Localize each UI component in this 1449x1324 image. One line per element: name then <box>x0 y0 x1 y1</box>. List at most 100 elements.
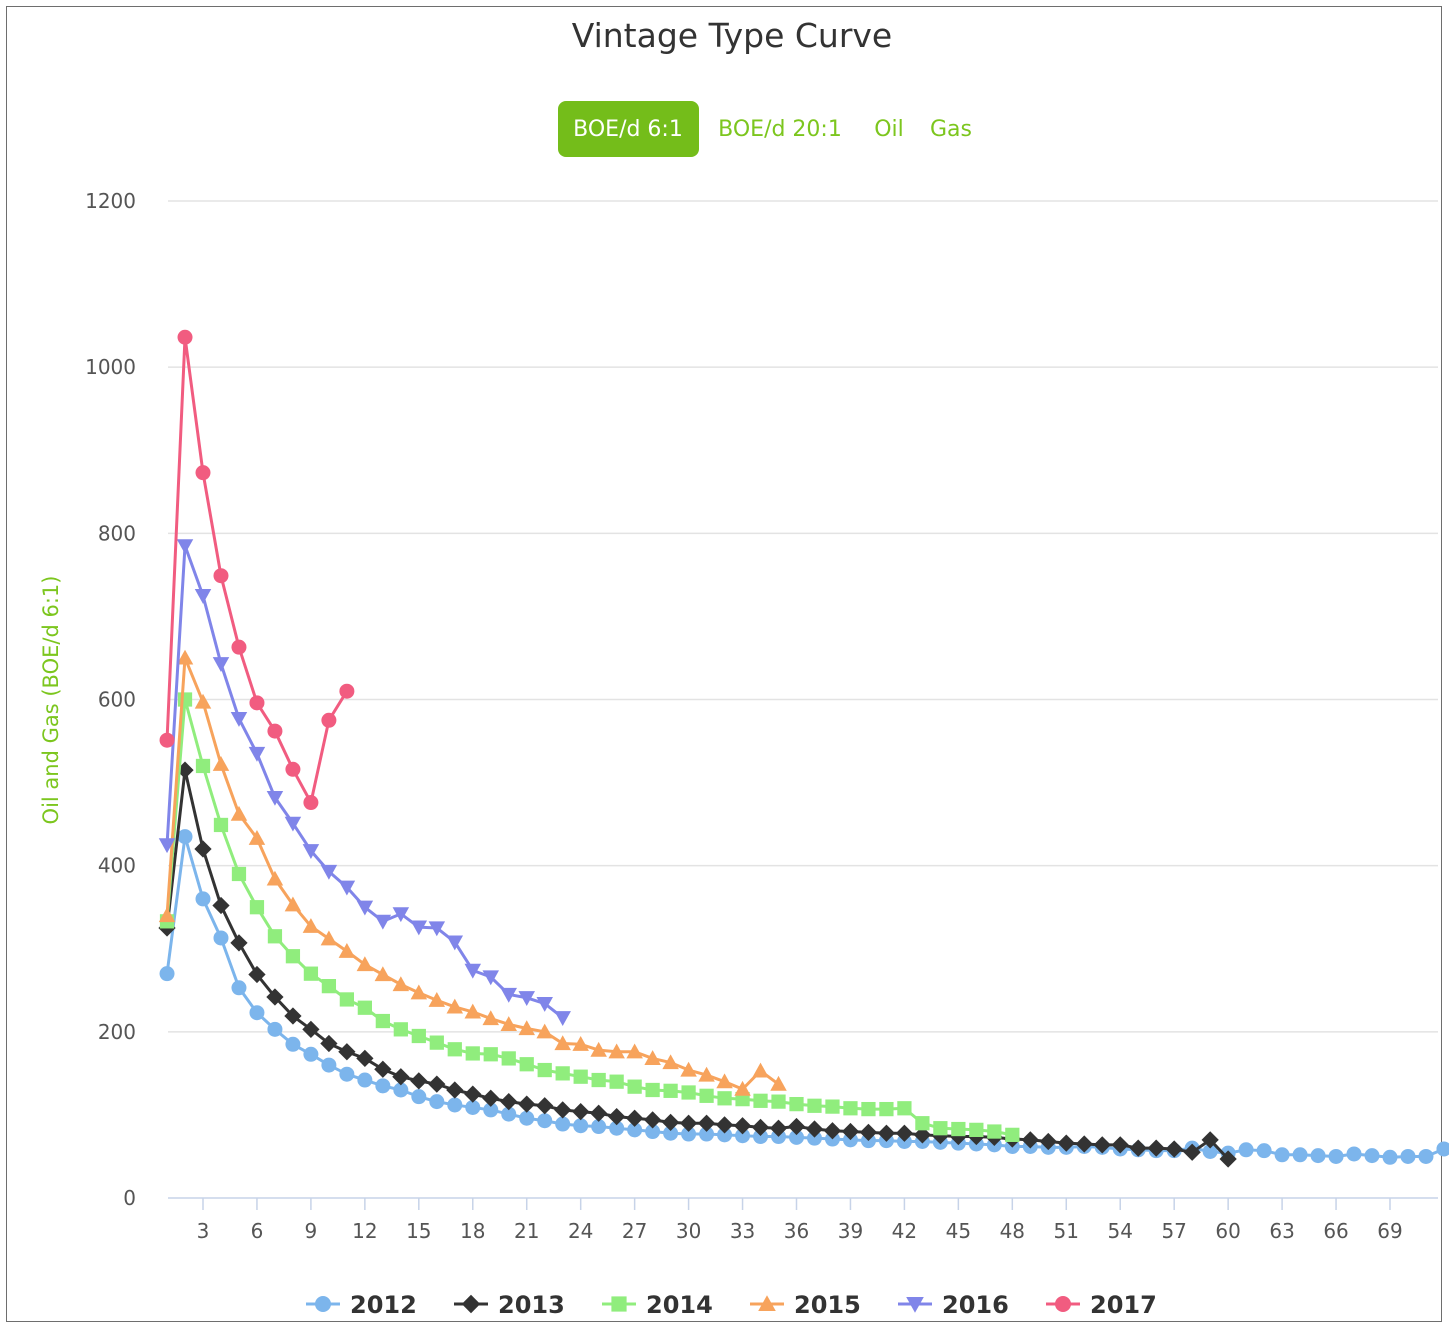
x-tick-label: 15 <box>406 1219 431 1243</box>
legend-item-2013[interactable]: 2013 <box>454 1291 565 1319</box>
data-point-2015 <box>446 998 464 1014</box>
series-2013 <box>158 761 1237 1168</box>
data-point-2013 <box>1075 1135 1093 1153</box>
legend-marker-2012 <box>315 1296 331 1312</box>
data-point-2013 <box>823 1122 842 1140</box>
x-tick-label: 57 <box>1161 1219 1186 1243</box>
data-point-2017 <box>321 712 337 728</box>
data-point-2012 <box>573 1118 589 1134</box>
data-point-2013 <box>248 965 266 984</box>
data-point-2014 <box>681 1085 696 1100</box>
data-point-2015 <box>662 1054 679 1070</box>
data-point-2014 <box>177 692 193 707</box>
data-point-2014 <box>591 1072 606 1088</box>
data-point-2015 <box>518 1020 535 1036</box>
data-point-2015 <box>230 805 248 821</box>
data-point-2012 <box>249 1005 265 1021</box>
series-line-2012 <box>165 835 1445 1159</box>
x-tick-label: 48 <box>1000 1219 1025 1243</box>
data-point-2012 <box>591 1119 607 1135</box>
data-point-2014 <box>699 1088 714 1103</box>
data-point-2012 <box>1310 1148 1326 1164</box>
data-point-2013 <box>302 1020 320 1038</box>
data-point-2013 <box>643 1111 662 1129</box>
data-point-2016 <box>410 920 428 936</box>
data-point-2012 <box>375 1078 391 1094</box>
data-point-2012 <box>681 1126 697 1142</box>
data-point-2014 <box>501 1051 516 1066</box>
data-point-2016 <box>392 907 410 923</box>
x-tick-label: 30 <box>676 1219 701 1243</box>
data-point-2014 <box>447 1042 462 1057</box>
data-point-2012 <box>393 1082 409 1098</box>
x-tick-label: 12 <box>352 1219 377 1243</box>
legend-label: 2014 <box>646 1291 713 1319</box>
x-tick-label: 9 <box>305 1219 318 1243</box>
tab-gas[interactable]: Gas <box>930 117 972 142</box>
data-point-2013 <box>320 1034 338 1053</box>
data-point-2012 <box>429 1094 445 1110</box>
data-point-2012 <box>1238 1142 1254 1158</box>
data-point-2015 <box>572 1036 589 1051</box>
data-point-2015 <box>716 1073 733 1089</box>
data-point-2013 <box>1039 1132 1057 1151</box>
data-point-2015 <box>644 1050 661 1066</box>
data-point-2012 <box>627 1122 643 1138</box>
data-point-2015 <box>374 966 392 982</box>
data-point-2012 <box>501 1106 517 1122</box>
legend-item-2017[interactable]: 2017 <box>1046 1291 1157 1319</box>
legend-label: 2016 <box>942 1291 1009 1319</box>
legend-item-2015[interactable]: 2015 <box>750 1291 861 1319</box>
data-point-2013 <box>590 1104 608 1122</box>
data-point-2012 <box>699 1126 715 1142</box>
data-point-2012 <box>177 829 193 845</box>
legend-item-2014[interactable]: 2014 <box>602 1291 713 1319</box>
data-point-2014 <box>537 1062 552 1078</box>
legend-label: 2015 <box>794 1291 861 1319</box>
data-point-2014 <box>357 1000 372 1015</box>
data-point-2014 <box>231 866 247 882</box>
legend-label: 2017 <box>1090 1291 1157 1319</box>
series-line-2013 <box>165 768 1230 1160</box>
data-point-2012 <box>1346 1146 1362 1162</box>
data-point-2013 <box>697 1114 716 1132</box>
x-tick-label: 63 <box>1269 1219 1294 1243</box>
legend-marker-2017 <box>1055 1296 1071 1312</box>
data-point-2014 <box>627 1079 642 1094</box>
data-point-2014 <box>771 1094 786 1109</box>
data-point-2015 <box>698 1066 715 1082</box>
data-point-2017 <box>177 329 193 345</box>
data-point-2015 <box>752 1062 769 1078</box>
data-point-2015 <box>338 942 356 958</box>
data-point-2016 <box>446 935 464 951</box>
data-point-2012 <box>1292 1147 1308 1163</box>
plot-area <box>158 329 1449 1168</box>
x-tick-label: 51 <box>1054 1219 1079 1243</box>
data-point-2013 <box>554 1101 572 1119</box>
tab-oil[interactable]: Oil <box>874 117 904 142</box>
data-point-2014 <box>195 758 211 774</box>
tab-boe-6-1[interactable]: BOE/d 6:1 <box>573 117 683 142</box>
legend-item-2012[interactable]: 2012 <box>306 1291 417 1319</box>
y-tick-label: 1000 <box>85 355 136 379</box>
data-point-2015 <box>734 1080 751 1096</box>
data-point-2014 <box>303 966 319 981</box>
legend-marker-2013 <box>461 1294 481 1314</box>
data-point-2012 <box>609 1120 625 1136</box>
data-point-2013 <box>608 1107 626 1126</box>
data-point-2015 <box>770 1075 787 1091</box>
data-point-2012 <box>1328 1148 1344 1164</box>
x-tick-label: 45 <box>946 1219 971 1243</box>
data-point-2013 <box>338 1043 356 1061</box>
tab-boe-20-1[interactable]: BOE/d 20:1 <box>718 117 842 142</box>
x-tick-label: 36 <box>784 1219 809 1243</box>
data-point-2016 <box>266 790 284 806</box>
data-point-2013 <box>913 1126 932 1144</box>
grid <box>168 200 1438 1033</box>
legend-item-2016[interactable]: 2016 <box>898 1291 1009 1319</box>
data-point-2013 <box>392 1068 410 1086</box>
data-point-2014 <box>483 1047 498 1062</box>
data-point-2013 <box>1021 1131 1039 1149</box>
data-point-2014 <box>267 929 283 944</box>
